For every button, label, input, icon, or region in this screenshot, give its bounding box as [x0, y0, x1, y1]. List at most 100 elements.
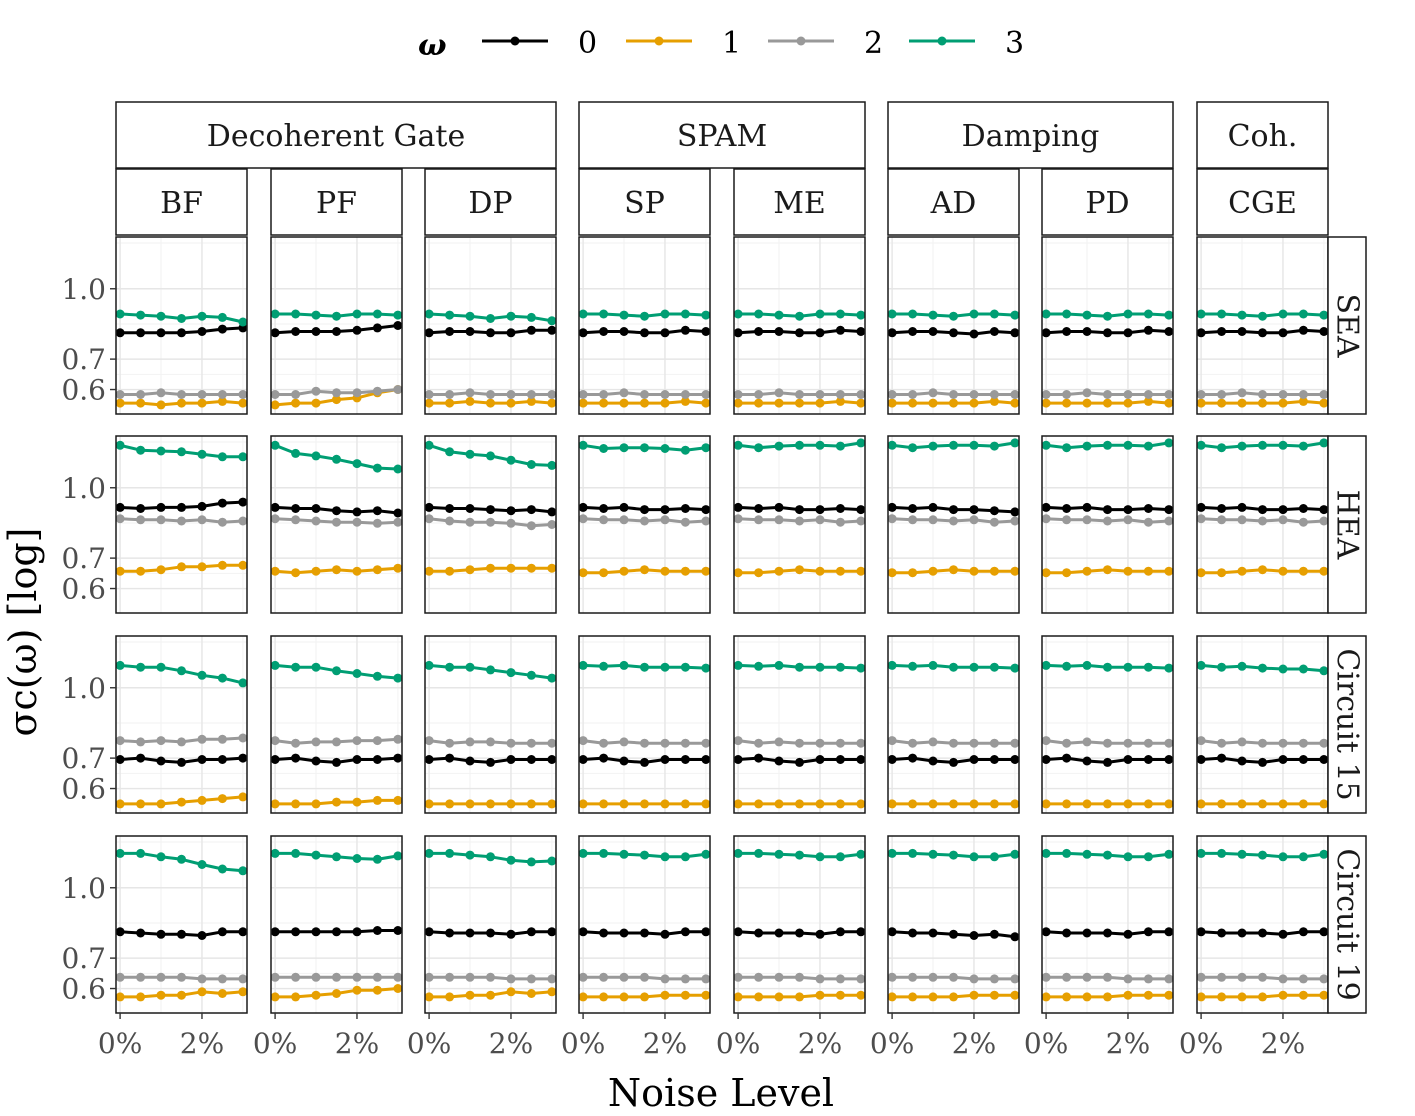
- data-point: [1278, 738, 1288, 748]
- data-point: [526, 563, 536, 573]
- series-3: [1196, 438, 1329, 453]
- data-point: [1217, 515, 1227, 525]
- data-point: [1278, 852, 1288, 862]
- series-0: [733, 502, 866, 515]
- data-point: [177, 990, 186, 1000]
- data-point: [1319, 755, 1329, 764]
- data-point: [393, 926, 403, 935]
- data-point: [1237, 566, 1247, 576]
- data-point: [733, 440, 743, 450]
- data-point: [197, 755, 207, 764]
- data-point: [1258, 663, 1267, 673]
- data-point: [856, 390, 866, 399]
- data-point: [774, 928, 784, 938]
- data-point: [856, 505, 866, 515]
- data-point: [547, 673, 557, 683]
- data-point: [640, 972, 649, 982]
- data-point: [1196, 660, 1206, 670]
- data-point: [815, 662, 825, 672]
- data-point: [908, 661, 918, 671]
- series-3: [1196, 848, 1329, 862]
- series-0: [887, 327, 1020, 339]
- data-point: [526, 755, 536, 764]
- data-point: [352, 325, 362, 335]
- data-point: [989, 390, 999, 399]
- series-2: [887, 514, 1020, 527]
- series-1: [115, 396, 248, 410]
- data-point: [1062, 398, 1072, 408]
- data-point: [640, 850, 649, 860]
- data-point: [238, 678, 248, 688]
- data-point: [908, 738, 918, 748]
- data-point: [197, 860, 207, 869]
- panel-border: [733, 236, 866, 415]
- data-point: [1298, 566, 1308, 576]
- data-point: [506, 455, 516, 465]
- group-strip-damping: Damping: [887, 101, 1174, 169]
- x-tick-label: 0%: [253, 1027, 297, 1060]
- series-2: [270, 972, 403, 982]
- series-0: [424, 927, 557, 939]
- data-point: [352, 854, 362, 863]
- legend-key-point: [654, 36, 664, 46]
- data-point: [754, 848, 764, 858]
- data-point: [1123, 738, 1133, 748]
- panel-border: [424, 835, 557, 1014]
- data-point: [270, 502, 280, 512]
- panel-background: [888, 836, 1019, 1013]
- data-point: [177, 398, 186, 408]
- panel-background: [579, 237, 710, 414]
- data-point: [217, 974, 227, 984]
- data-point: [599, 504, 609, 513]
- series-0: [1196, 325, 1329, 338]
- data-point: [1298, 441, 1308, 451]
- data-point: [197, 390, 207, 399]
- series-3: [424, 660, 557, 683]
- data-point: [291, 568, 301, 578]
- data-point: [795, 398, 804, 408]
- data-point: [795, 738, 804, 748]
- axes: 0.60.71.00.60.71.00.60.71.00.60.71.00% 2%…: [61, 273, 1305, 1060]
- data-point: [270, 755, 280, 764]
- data-point: [424, 848, 434, 858]
- data-point: [908, 327, 918, 336]
- data-point: [1217, 390, 1227, 399]
- data-point: [526, 670, 536, 680]
- data-point: [526, 396, 536, 406]
- data-point: [640, 390, 649, 399]
- data-point: [1319, 738, 1329, 748]
- data-point: [270, 514, 280, 524]
- panel-hea-pd: [1041, 435, 1174, 614]
- series-1: [578, 565, 711, 578]
- data-point: [856, 438, 866, 448]
- data-point: [465, 662, 475, 672]
- group-strip-box: [1196, 101, 1329, 169]
- data-point: [506, 668, 516, 678]
- data-point: [1082, 515, 1092, 525]
- series-0: [733, 325, 866, 338]
- data-point: [619, 992, 629, 1002]
- data-point: [1041, 992, 1051, 1002]
- data-point: [1062, 390, 1072, 399]
- data-point: [270, 660, 280, 670]
- data-point: [156, 852, 166, 862]
- data-point: [908, 928, 918, 938]
- data-point: [311, 386, 321, 396]
- data-point: [640, 799, 649, 809]
- data-point: [311, 504, 321, 513]
- data-point: [465, 565, 475, 575]
- data-point: [1217, 848, 1227, 858]
- series-3: [270, 309, 403, 321]
- group-strip-spam: SPAM: [578, 101, 866, 169]
- data-point: [1062, 443, 1072, 453]
- data-point: [217, 794, 227, 804]
- data-point: [465, 449, 475, 459]
- data-point: [1123, 309, 1133, 319]
- data-point: [547, 390, 557, 399]
- data-point: [547, 738, 557, 748]
- data-point: [660, 566, 670, 576]
- data-point: [1041, 927, 1051, 937]
- data-point: [1010, 507, 1020, 517]
- panel-sea-pf: [270, 236, 403, 415]
- series-3: [887, 438, 1020, 453]
